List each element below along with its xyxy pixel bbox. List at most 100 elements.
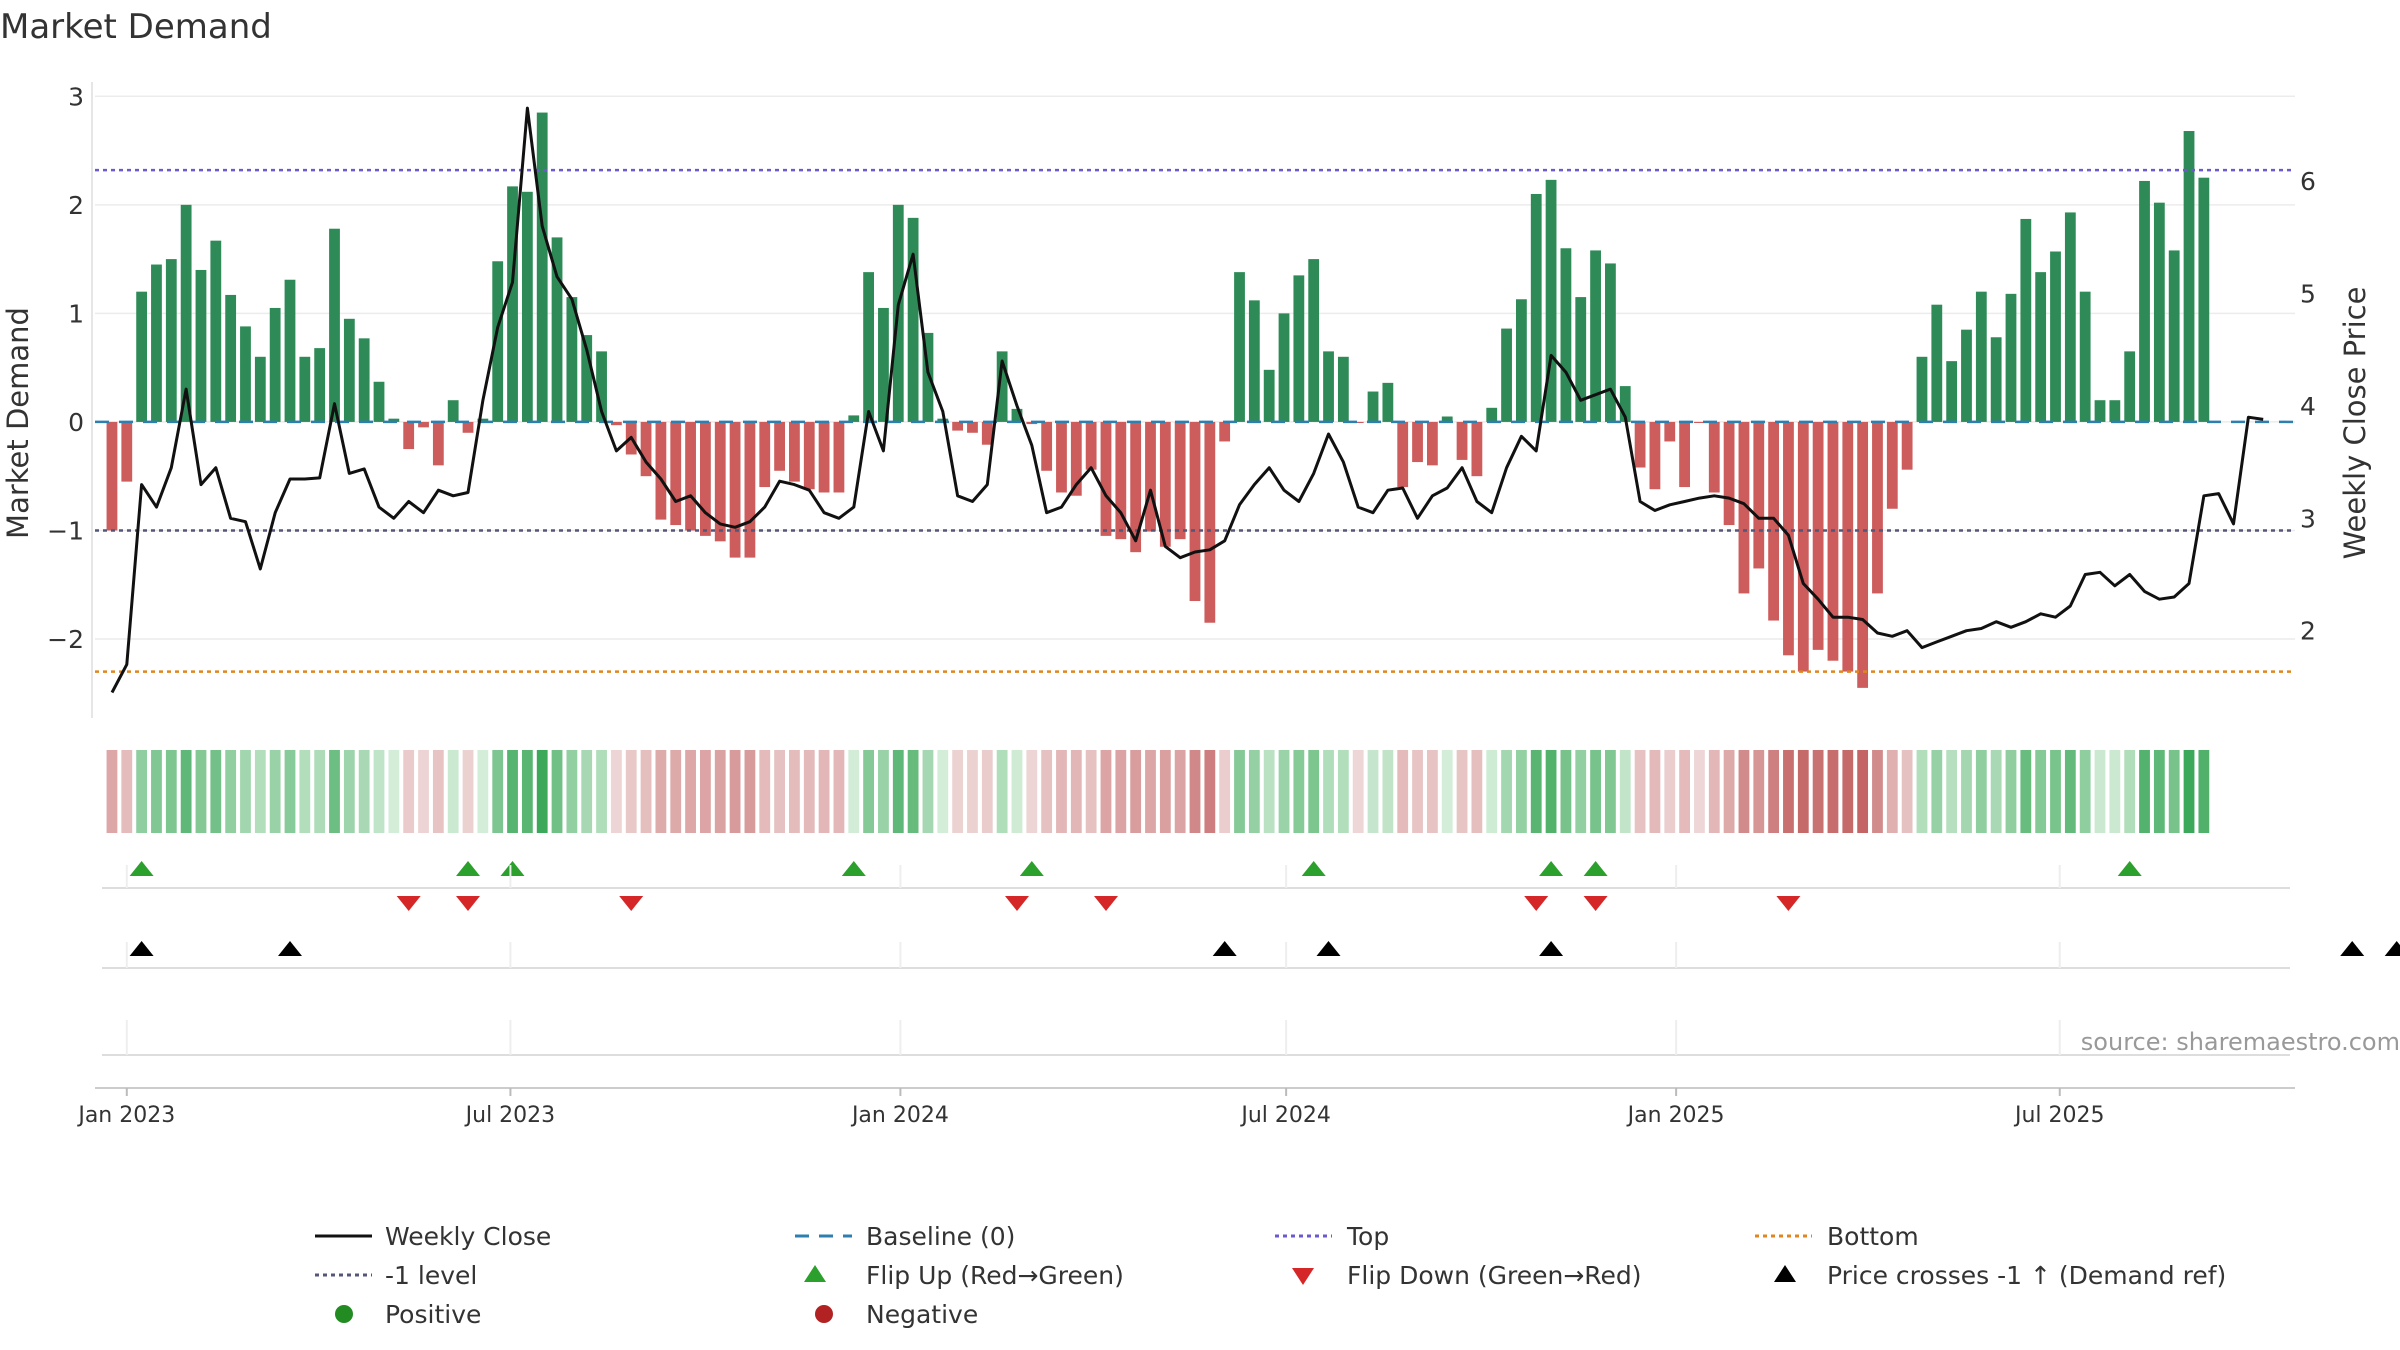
heat-cell [1441, 750, 1453, 833]
demand-bar [1768, 421, 1780, 621]
heat-cell [299, 750, 311, 833]
demand-bar [1649, 421, 1661, 490]
legend-flip-up: Flip Up (Red→Green) [866, 1261, 1124, 1290]
heat-cell [952, 750, 964, 833]
legend-negative-marker [815, 1305, 833, 1323]
demand-bar [1664, 421, 1676, 442]
demand-bar [136, 291, 148, 422]
heat-cell [165, 750, 177, 833]
demand-bar [2064, 212, 2076, 422]
demand-bar [2168, 250, 2180, 422]
y-tick-label: −2 [47, 625, 84, 654]
x-tick-label: Jan 2024 [850, 1103, 949, 1128]
heat-cell [1130, 750, 1142, 833]
heat-cell [566, 750, 578, 833]
demand-bar [106, 421, 118, 531]
heat-cell [2064, 750, 2076, 833]
demand-bar [1278, 313, 1290, 422]
y2-tick-label: 2 [2300, 617, 2316, 646]
heat-cell [1278, 750, 1290, 833]
heat-cell [1634, 750, 1646, 833]
heat-cell [1753, 750, 1765, 833]
heat-cell [848, 750, 860, 833]
heat-cell [1886, 750, 1898, 833]
heat-cell [2124, 750, 2136, 833]
demand-bar [1842, 421, 1854, 672]
legend-flip-down-marker [1292, 1268, 1314, 1285]
demand-bar [447, 400, 459, 422]
demand-bar [774, 421, 785, 471]
demand-bar [2020, 218, 2032, 422]
heat-cell [610, 750, 622, 833]
demand-bar [165, 259, 177, 422]
heat-cell [1679, 750, 1690, 833]
heat-cell [1931, 750, 1943, 833]
demand-bar [1085, 421, 1097, 470]
y-tick-label: 3 [68, 82, 84, 111]
legend-price-cross: Price crosses -1 ↑ (Demand ref) [1827, 1261, 2226, 1290]
demand-bar [685, 421, 696, 531]
demand-bar [1056, 421, 1067, 493]
legend: Weekly Close Baseline (0) Top Bottom -1 … [315, 1222, 2226, 1329]
heat-cell [655, 750, 667, 833]
heat-cell [1530, 750, 1542, 833]
heat-cell [477, 750, 489, 833]
y-tick-label: 1 [68, 299, 84, 328]
demand-bar [922, 332, 934, 422]
heat-cell [1352, 750, 1364, 833]
heat-cell [996, 750, 1008, 833]
heat-cell [1723, 750, 1735, 833]
demand-bar [2094, 400, 2106, 422]
demand-bar [1886, 421, 1898, 509]
demand-bar [1263, 369, 1275, 422]
heat-cell [462, 750, 474, 833]
heat-cell [2079, 750, 2091, 833]
demand-bar [462, 421, 474, 433]
demand-bar [1352, 421, 1364, 424]
demand-bar [299, 356, 311, 422]
heat-cell [240, 750, 251, 833]
heat-cell [1337, 750, 1349, 833]
y2-tick-label: 4 [2300, 392, 2316, 421]
demand-bar [1753, 421, 1765, 569]
heat-cell [432, 750, 444, 833]
demand-bar [1323, 351, 1334, 422]
demand-bar [1130, 421, 1142, 553]
x-tick-label: Jan 2023 [76, 1103, 175, 1128]
demand-bar [1293, 275, 1305, 422]
heat-cell [121, 750, 133, 833]
demand-bar [1248, 300, 1260, 422]
demand-bar [210, 240, 222, 422]
demand-bar [1382, 382, 1394, 422]
demand-bar [818, 421, 830, 493]
price-cross-marker [278, 941, 302, 956]
y2-axis-label: Weekly Close Price [2338, 287, 2372, 560]
demand-bar [1946, 361, 1958, 422]
heat-cell [1026, 750, 1038, 833]
flip-up-marker [841, 861, 866, 876]
price-cross-marker [1539, 941, 1564, 956]
demand-bar [803, 421, 815, 490]
demand-bar [1204, 421, 1216, 623]
heat-cell [700, 750, 711, 833]
heat-cell [2005, 750, 2017, 833]
demand-bar [1738, 421, 1750, 594]
demand-bar [1827, 421, 1839, 661]
heat-cell [1293, 750, 1305, 833]
heat-cell [492, 750, 504, 833]
heat-cell [1827, 750, 1839, 833]
demand-bar [418, 421, 429, 428]
demand-bar [2139, 180, 2150, 422]
heat-cell [2168, 750, 2180, 833]
demand-bar [996, 351, 1008, 422]
demand-bar [1516, 299, 1527, 422]
heat-cell [774, 750, 785, 833]
heat-cell [1975, 750, 1987, 833]
demand-bar [1990, 337, 2002, 422]
demand-bar [2198, 177, 2210, 422]
y-tick-label: −1 [47, 516, 84, 545]
demand-bar [373, 381, 385, 422]
demand-bar [403, 421, 415, 450]
heat-cell [1456, 750, 1468, 833]
demand-bar [343, 318, 355, 422]
